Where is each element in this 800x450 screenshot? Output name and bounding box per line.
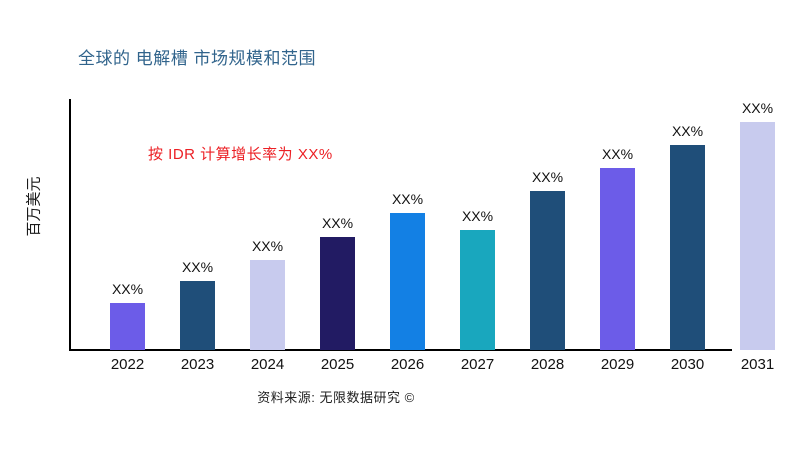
bar-value-label-2029: XX% — [601, 146, 634, 162]
y-axis-line — [69, 99, 71, 351]
x-tick-2027: 2027 — [460, 356, 495, 373]
bar-2030 — [670, 145, 705, 350]
y-axis-label: 百万美元 — [25, 176, 43, 237]
bar-2027 — [460, 230, 495, 350]
x-tick-2031: 2031 — [740, 356, 775, 373]
x-tick-2022: 2022 — [110, 356, 145, 373]
bar-2025 — [320, 237, 355, 350]
x-tick-2023: 2023 — [180, 356, 215, 373]
bar-2031 — [740, 122, 775, 350]
source-note: 资料来源: 无限数据研究 © — [257, 390, 415, 405]
x-tick-2030: 2030 — [670, 356, 705, 373]
x-axis-line — [69, 349, 732, 351]
x-tick-2029: 2029 — [600, 356, 635, 373]
growth-rate-annotation: 按 IDR 计算增长率为 XX% — [148, 146, 333, 163]
bar-value-label-2024: XX% — [251, 238, 284, 254]
bar-value-label-2031: XX% — [741, 100, 774, 116]
bar-2028 — [530, 191, 565, 350]
bar-2022 — [110, 303, 145, 350]
bar-2023 — [180, 281, 215, 350]
x-tick-2026: 2026 — [390, 356, 425, 373]
bar-value-label-2023: XX% — [181, 259, 214, 275]
bar-value-label-2027: XX% — [461, 208, 494, 224]
x-tick-2028: 2028 — [530, 356, 565, 373]
bar-value-label-2030: XX% — [671, 123, 704, 139]
chart-title: 全球的 电解槽 市场规模和范围 — [78, 49, 316, 68]
bar-value-label-2022: XX% — [111, 281, 144, 297]
bar-2029 — [600, 168, 635, 350]
bar-2026 — [390, 213, 425, 350]
bar-value-label-2028: XX% — [531, 169, 564, 185]
bar-value-label-2026: XX% — [391, 191, 424, 207]
x-tick-2024: 2024 — [250, 356, 285, 373]
bar-2024 — [250, 260, 285, 350]
bar-value-label-2025: XX% — [321, 215, 354, 231]
x-tick-2025: 2025 — [320, 356, 355, 373]
